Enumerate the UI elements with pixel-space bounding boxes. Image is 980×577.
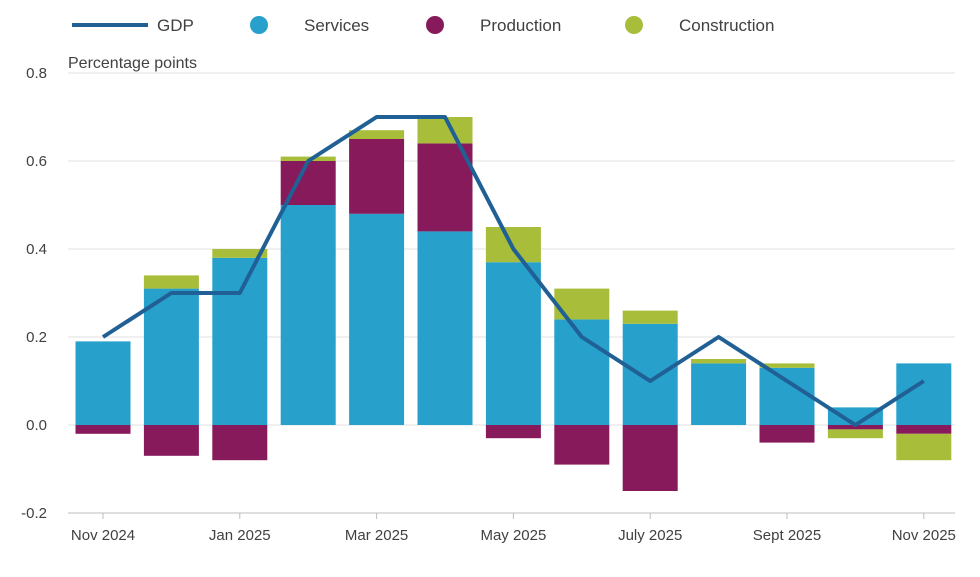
- y-tick-label-5: 0.8: [26, 65, 47, 82]
- bar-services-3: [280, 205, 336, 425]
- bar-construction-5: [417, 117, 473, 144]
- x-tick-label-6: Nov 2025: [892, 527, 956, 544]
- bar-production-12: [896, 425, 952, 434]
- axes: -0.2 0.0 0.2 0.4 0.6 0.8 Nov 2024 Jan 2025 Mar 2…: [21, 65, 956, 544]
- bar-services-1: [143, 288, 199, 425]
- y-axis-unit-label: Percentage points: [68, 55, 197, 72]
- legend-gdp-label: GDP: [157, 16, 194, 35]
- bar-construction-12: [896, 433, 952, 461]
- bar-construction-10: [759, 363, 815, 368]
- bar-services-11: [827, 407, 883, 425]
- legend-construction-swatch: [625, 16, 643, 34]
- bar-construction-11: [827, 429, 883, 439]
- bar-production-10: [759, 425, 815, 443]
- y-tick-label-0: -0.2: [21, 505, 47, 522]
- bar-production-8: [622, 425, 678, 491]
- gdp-line: [101, 115, 925, 427]
- y-tick-label-2: 0.2: [26, 329, 47, 346]
- x-tick-label-1: Jan 2025: [209, 527, 271, 544]
- x-tick-label-4: July 2025: [618, 527, 682, 544]
- x-tick-label-5: Sept 2025: [753, 527, 821, 544]
- bar-production-2: [212, 425, 268, 461]
- x-tick-label-0: Nov 2024: [71, 527, 135, 544]
- bar-production-1: [143, 425, 199, 456]
- bar-services-5: [417, 231, 473, 425]
- legend-services-label: Services: [304, 16, 369, 35]
- legend-production-swatch: [426, 16, 444, 34]
- bar-services-6: [485, 262, 541, 425]
- legend-services-swatch: [250, 16, 268, 34]
- bar-production-7: [554, 425, 610, 465]
- bar-services-0: [75, 341, 131, 425]
- bar-services-8: [622, 323, 678, 425]
- x-tick-label-3: May 2025: [480, 527, 546, 544]
- bar-services-4: [349, 213, 405, 425]
- gdp-line-group: [101, 115, 925, 427]
- bar-services-10: [759, 367, 815, 425]
- bar-production-11: [827, 425, 883, 430]
- legend-production-label: Production: [480, 16, 561, 35]
- bar-construction-2: [212, 249, 268, 258]
- bar-construction-4: [349, 130, 405, 139]
- bar-services-2: [212, 257, 268, 425]
- bar-services-9: [691, 363, 747, 425]
- bar-production-4: [349, 139, 405, 214]
- bar-production-0: [75, 425, 131, 434]
- y-tick-label-3: 0.4: [26, 241, 47, 258]
- legend-construction-label: Construction: [679, 16, 774, 35]
- bar-production-6: [485, 425, 541, 439]
- legend: GDP Services Production Construction: [72, 16, 774, 35]
- bar-construction-8: [622, 310, 678, 324]
- bar-construction-1: [143, 275, 199, 289]
- bars: [75, 117, 952, 491]
- x-tick-label-2: Mar 2025: [345, 527, 408, 544]
- bar-construction-9: [691, 359, 747, 364]
- y-tick-label-4: 0.6: [26, 153, 47, 170]
- bar-production-5: [417, 143, 473, 232]
- y-tick-label-1: 0.0: [26, 417, 47, 434]
- bar-construction-6: [485, 227, 541, 263]
